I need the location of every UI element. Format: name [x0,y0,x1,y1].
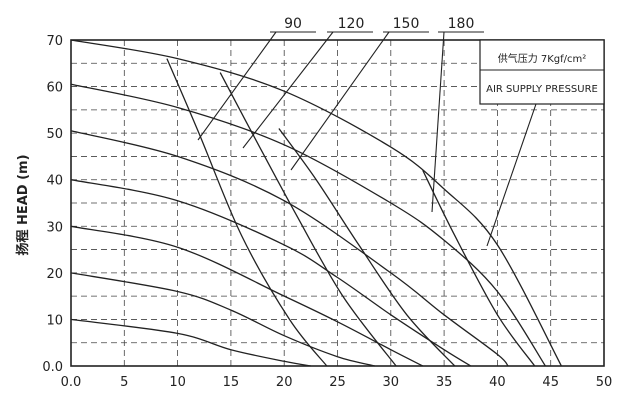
x-tick-label: 45 [542,375,559,390]
pressure-curve [70,39,562,367]
y-tick-label: 50 [46,127,63,142]
x-tick-label: 50 [596,375,613,390]
air-consumption-curve [278,128,456,367]
air-consumption-curves: 90 120 150 180 [166,16,537,367]
plot-frame [70,39,605,367]
y-axis: 0.0 10 20 30 40 50 60 70 [42,34,63,375]
x-axis: 0.0 5 10 15 20 25 30 35 40 45 50 [61,375,613,390]
air-consumption-curve [166,58,328,367]
y-tick-label: 70 [46,34,63,49]
air-consumption-label: 180 [448,16,475,32]
air-consumption-label: 150 [393,16,420,32]
air-consumption-curve [422,170,536,367]
y-tick-label: 40 [46,174,63,189]
legend-leader [486,103,537,247]
x-tick-label: 15 [223,375,240,390]
x-tick-label: 5 [120,375,128,390]
air-label-leader [242,31,334,149]
y-tick-label: 30 [46,220,63,235]
x-tick-label: 35 [436,375,453,390]
air-supply-legend: 供气压力 7Kgf/cm² AIR SUPPLY PRESSURE [479,39,605,105]
air-label-leader [431,31,445,213]
pressure-curve [70,318,312,367]
x-tick-label: 20 [276,375,293,390]
legend-line-en: AIR SUPPLY PRESSURE [486,84,598,95]
y-tick-label: 0.0 [42,360,63,375]
pressure-curve [70,83,546,367]
air-label-leader [197,31,277,141]
x-tick-label: 40 [489,375,506,390]
y-tick-label: 10 [46,313,63,328]
pressure-curve [70,179,472,367]
pressure-curve [70,225,424,367]
pressure-curve [70,130,509,367]
air-label-leader [290,31,390,171]
x-tick-label: 10 [169,375,186,390]
legend-line-cn: 供气压力 7Kgf/cm² [498,52,587,65]
air-consumption-label: 120 [338,16,365,32]
y-tick-label: 20 [46,267,63,282]
air-consumption-label: 90 [284,16,302,32]
air-consumption-curve [219,72,397,367]
x-tick-label: 30 [383,375,400,390]
x-tick-label: 25 [329,375,346,390]
y-tick-label: 60 [46,81,63,96]
pressure-curve [70,272,375,367]
legend-box [479,39,605,105]
y-axis-label: 扬程 HEAD (m) [15,154,31,255]
x-tick-label: 0.0 [61,375,82,390]
